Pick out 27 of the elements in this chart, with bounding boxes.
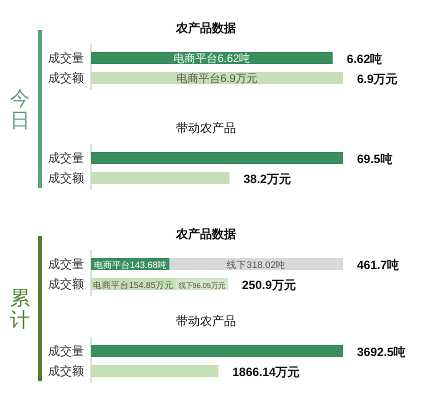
y-tick-label: 成交量 (48, 51, 84, 65)
data-label: 1866.14万元 (232, 365, 300, 379)
data-label: 3692.5吨 (357, 345, 406, 359)
y-tick-label: 成交额 (48, 171, 84, 185)
data-label: 电商平台154.85万元 (92, 280, 174, 290)
chart-title: 带动农产品 (176, 121, 236, 135)
data-label: 线下318.02吨 (226, 259, 286, 271)
chart-title: 带动农产品 (176, 314, 236, 328)
total-label: 461.7吨 (357, 258, 400, 272)
y-tick-label: 成交额 (48, 71, 84, 85)
data-label: 38.2万元 (244, 172, 291, 186)
data-label: 电商平台6.62吨 (174, 52, 250, 65)
total-label: 6.62吨 (346, 52, 382, 66)
data-label: 电商平台143.68吨 (94, 260, 167, 270)
y-tick-label: 成交量 (48, 151, 84, 165)
text: 累计 (10, 288, 30, 332)
y-tick-label: 成交额 (48, 277, 84, 291)
y-tick-label: 成交量 (48, 344, 84, 358)
chart-title: 农产品数据 (175, 21, 236, 35)
text: 今日 (10, 88, 30, 132)
chart-title: 农产品数据 (175, 227, 236, 241)
total-label: 250.9万元 (242, 278, 296, 292)
data-label: 电商平台6.9万元 (176, 72, 258, 85)
total-label: 6.9万元 (357, 72, 398, 86)
y-tick-label: 成交量 (48, 257, 84, 271)
data-label: 69.5吨 (357, 152, 392, 166)
y-tick-label: 成交额 (48, 364, 84, 378)
